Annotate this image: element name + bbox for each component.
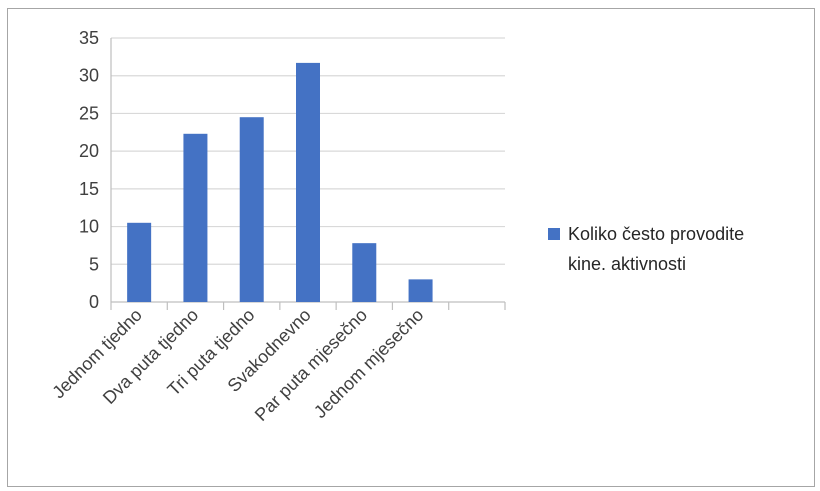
y-tick-label: 30 [79,66,99,86]
legend-swatch [548,228,560,240]
y-tick-label: 25 [79,103,99,123]
y-tick-label: 20 [79,141,99,161]
y-tick-label: 0 [89,292,99,312]
legend-label: Koliko često provodite [568,224,744,244]
bar [127,222,152,302]
y-tick-label: 10 [79,217,99,237]
x-tick-label: Jednom mjesečno [310,305,427,422]
bars [127,62,433,302]
legend: Koliko često provodite kine. aktivnosti [548,224,744,274]
bar [239,117,264,302]
legend-label: kine. aktivnosti [568,254,686,274]
bar [183,133,208,302]
x-tick-label: Dva puta tjedno [99,305,202,408]
bar [408,279,433,302]
y-tick-label: 5 [89,254,99,274]
bar [352,243,377,302]
bar [296,62,320,302]
y-tick-label: 35 [79,28,99,48]
y-tick-label: 15 [79,179,99,199]
